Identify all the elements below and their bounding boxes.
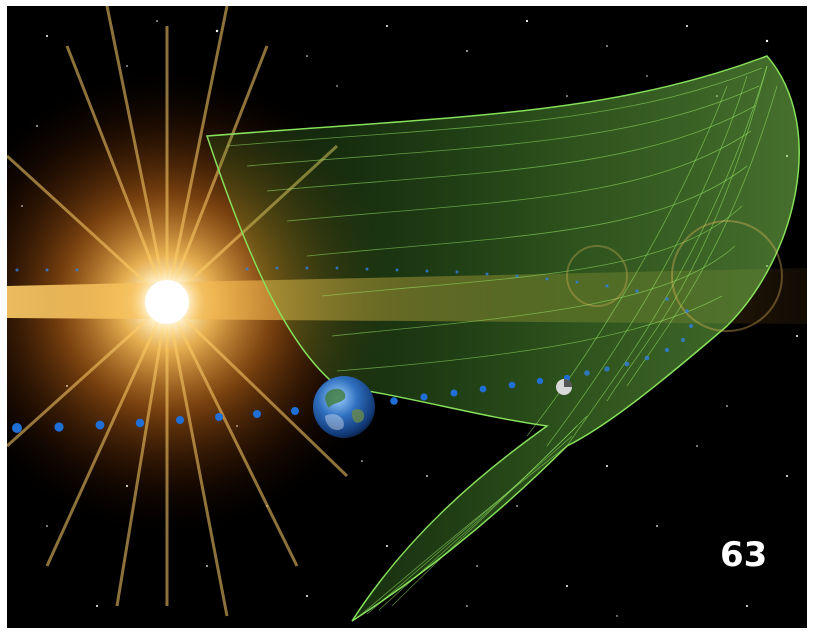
- orbit-path-front: [12, 374, 571, 433]
- sun-rays: [7, 6, 349, 617]
- page-number: 63: [720, 535, 768, 575]
- earth: [313, 376, 375, 438]
- trajectory-mesh: [205, 55, 800, 622]
- spacecraft: [556, 379, 572, 395]
- space-illustration: 63: [7, 6, 807, 628]
- space-scene: [7, 6, 807, 622]
- orbit-path-back: [15, 266, 693, 376]
